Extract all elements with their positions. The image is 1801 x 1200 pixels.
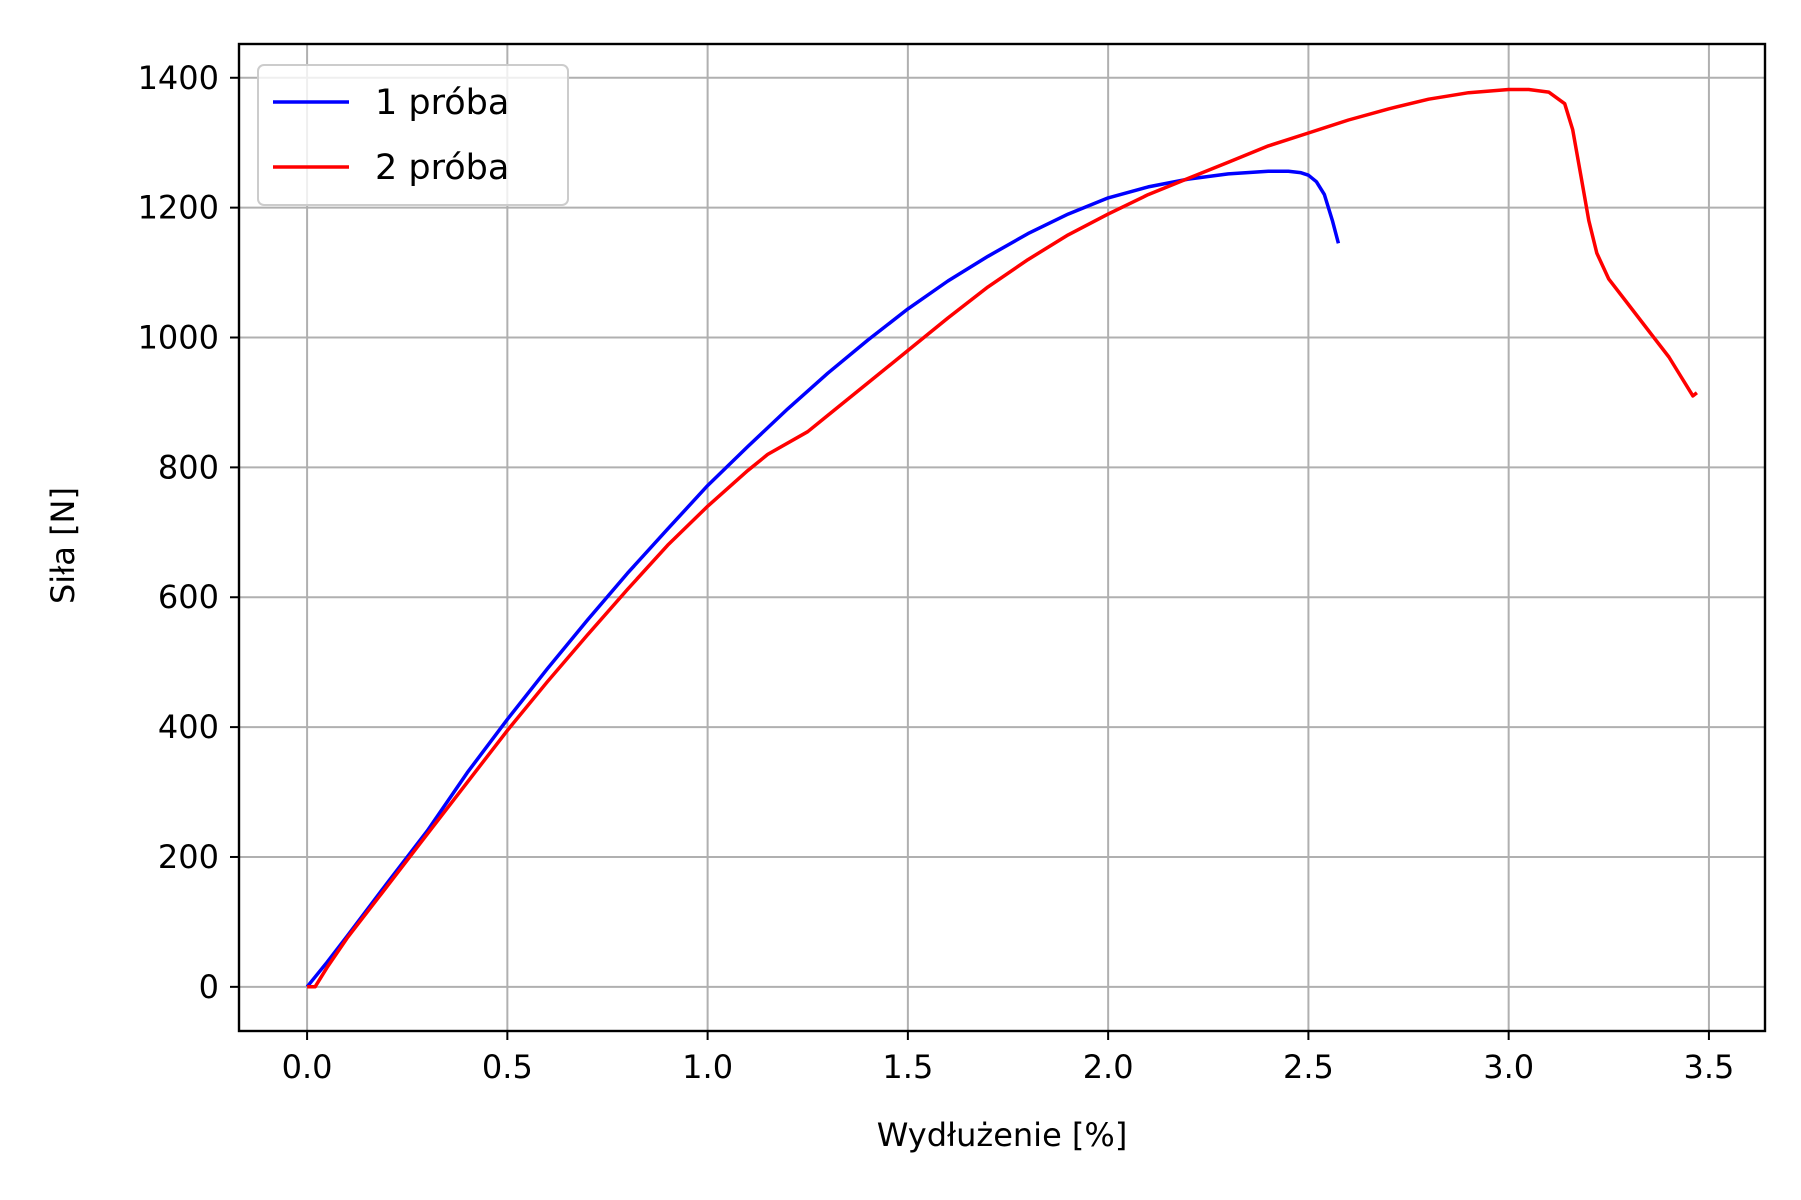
tick-group: 0.0 0.5 1.0 1.5 2.0 2.5 3.0 3.5 0 200 400 600 800 100… [138,59,1735,1086]
y-tick-label: 1200 [138,189,219,227]
legend-label: 1 próba [375,83,509,123]
grid [239,44,1765,1031]
x-tick-label: 1.5 [882,1048,933,1086]
series-line-1 [305,169,1341,988]
x-tick-label: 3.0 [1483,1048,1534,1086]
legend-box [257,64,569,206]
x-tick-label: 2.5 [1283,1048,1334,1086]
x-axis-label: Wydłużenie [%] [877,1116,1128,1154]
y-tick-label: 1400 [138,59,219,97]
legend-label: 2 próba [375,148,509,188]
y-tick-label: 800 [158,448,219,486]
x-tick-label: 0.5 [482,1048,533,1086]
legend: 1 próba 2 próba [257,64,569,206]
y-axis-label: Siła [N] [44,487,82,604]
y-tick-label: 200 [158,838,219,876]
x-tick-label: 2.0 [1083,1048,1134,1086]
series-group [305,87,1698,989]
y-tick-label: 1000 [138,319,219,357]
y-tick-label: 400 [158,708,219,746]
x-tick-label: 1.0 [682,1048,733,1086]
y-tick-label: 0 [199,968,219,1006]
plot-area-frame [237,42,1767,1033]
series-line-2 [307,87,1698,989]
x-tick-label: 0.0 [282,1048,333,1086]
x-tick-label: 3.5 [1683,1048,1734,1086]
y-tick-label: 600 [158,578,219,616]
